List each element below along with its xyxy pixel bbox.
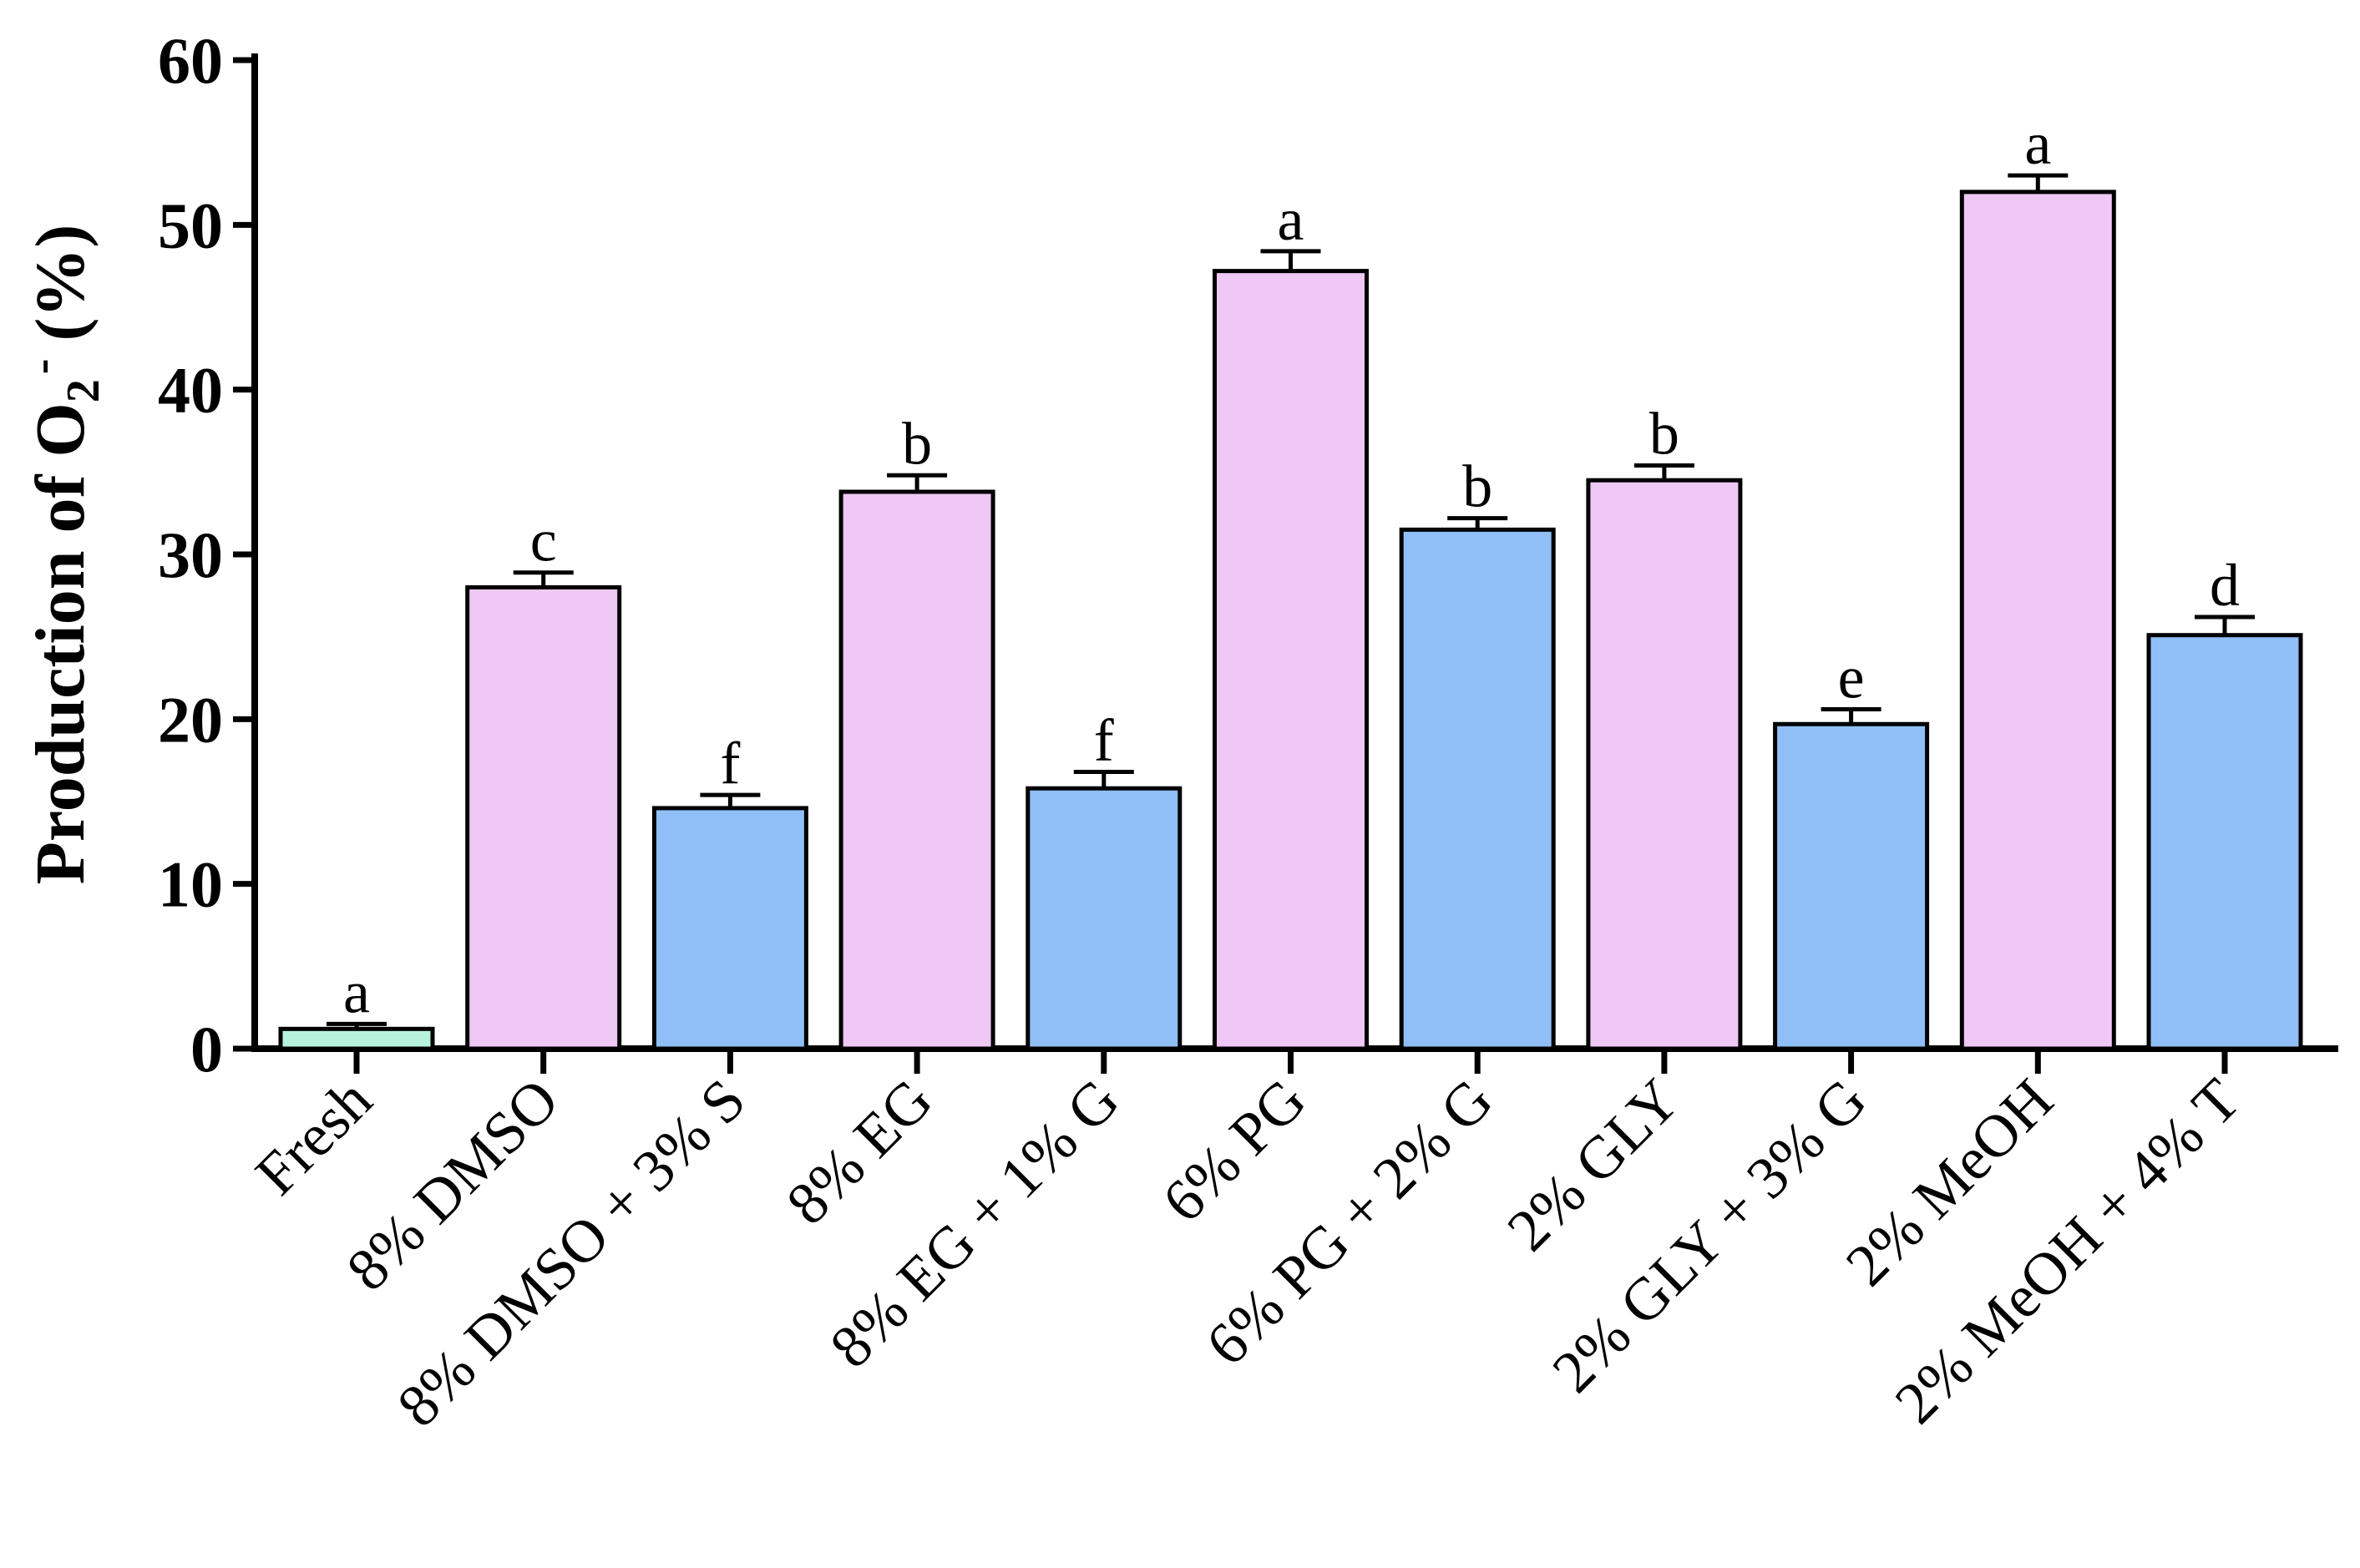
y-tick-label: 50	[158, 189, 223, 261]
significance-label: d	[2210, 552, 2240, 619]
category-label: 2% GLY	[1495, 1066, 1693, 1264]
bar	[651, 806, 808, 1051]
significance-label: b	[902, 410, 932, 477]
bar	[1213, 269, 1369, 1051]
category-label: 6% PG	[1150, 1066, 1319, 1235]
y-tick-label: 20	[158, 683, 223, 756]
bar	[1959, 190, 2116, 1051]
significance-label: a	[343, 959, 370, 1025]
significance-label: c	[530, 508, 557, 574]
y-tick-label: 10	[158, 848, 223, 921]
y-axis-label-subscript: 2	[58, 379, 109, 402]
significance-label: a	[1278, 186, 1304, 253]
y-axis-label: Production of O2 - (%)	[16, 225, 109, 885]
significance-label: b	[1649, 400, 1679, 467]
y-axis-label-main: Production of O	[22, 402, 99, 884]
bars	[278, 173, 2303, 1051]
significance-label: f	[720, 730, 740, 797]
category-label: Fresh	[243, 1066, 385, 1208]
y-tick-label: 60	[158, 24, 223, 97]
bar	[278, 1026, 435, 1051]
y-tick-label: 30	[158, 518, 223, 591]
bar	[465, 584, 622, 1051]
y-axis-label-superscript: -	[16, 359, 68, 375]
bar	[2146, 633, 2303, 1051]
y-tick-label: 40	[158, 354, 223, 427]
category-label: 8% EG	[773, 1066, 945, 1237]
bar	[1399, 527, 1556, 1051]
significance-label: e	[1838, 644, 1865, 711]
y-tick-label: 0	[190, 1013, 223, 1085]
category-label: 2% GLY + 3% G	[1540, 1066, 1879, 1405]
significance-label: a	[2024, 110, 2051, 177]
y-axis-label-unit: (%)	[22, 225, 99, 359]
bar	[1773, 721, 1930, 1051]
category-label: 2% MeOH + 4% T	[1882, 1066, 2253, 1437]
bar	[838, 489, 995, 1051]
significance-label: b	[1462, 453, 1492, 520]
significance-label: f	[1094, 706, 1114, 773]
category-label: 8% DMSO + 3% S	[384, 1066, 757, 1439]
bar	[1026, 786, 1183, 1051]
bar	[1586, 478, 1743, 1051]
